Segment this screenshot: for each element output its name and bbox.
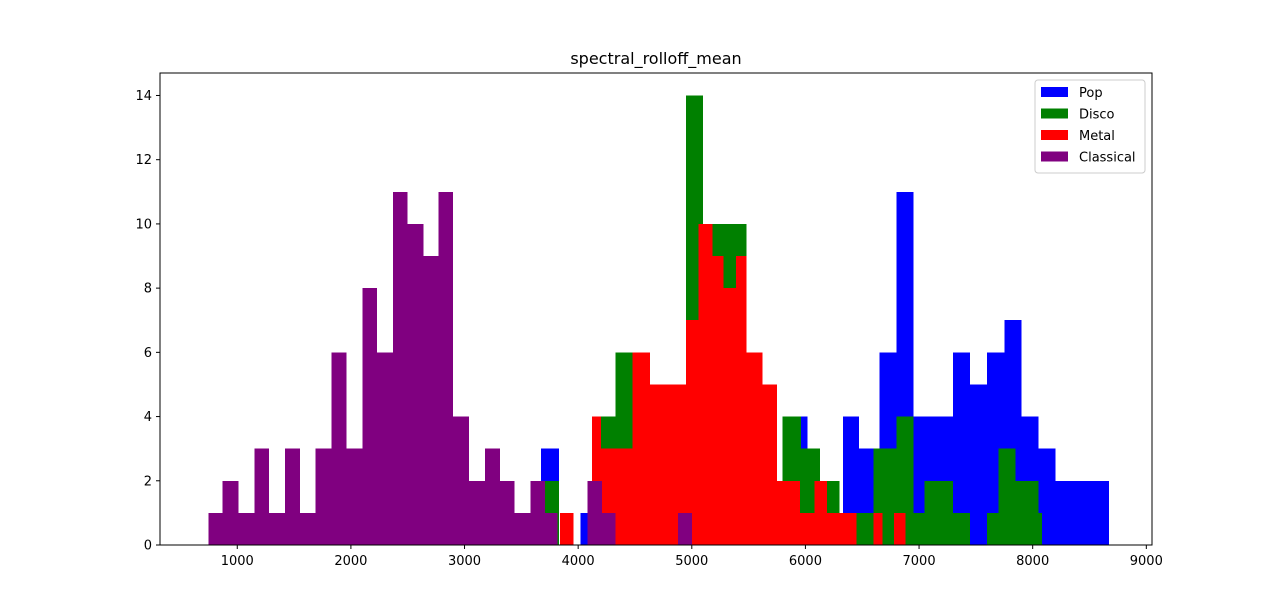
y-tick-label: 0 (144, 539, 152, 554)
x-tick-label: 5000 (675, 554, 708, 569)
x-tick-label: 2000 (334, 554, 367, 569)
bar-metal-19 (894, 512, 906, 545)
bar-classical-14 (423, 256, 439, 545)
bar-pop-9 (970, 384, 988, 545)
x-tick-label: 7000 (903, 554, 936, 569)
bar-metal-0 (559, 512, 574, 545)
bar-metal-16 (827, 512, 840, 545)
bar-classical-1 (222, 480, 239, 545)
legend-swatch-pop (1041, 87, 1068, 97)
legend-swatch-disco (1041, 108, 1068, 119)
bar-metal-4 (649, 384, 670, 545)
plot-frame (159, 72, 1153, 546)
bars-layer (208, 95, 1109, 546)
chart-title: spectral_rolloff_mean (570, 49, 741, 69)
bar-metal-10 (736, 256, 747, 545)
bar-metal-9 (723, 288, 737, 545)
bar-classical-2 (238, 512, 255, 545)
bar-pop-8 (953, 352, 971, 545)
y-tick-label: 12 (135, 153, 152, 168)
x-tick-label: 1000 (221, 554, 254, 569)
legend-label-classical: Classical (1079, 151, 1136, 166)
bar-pop-13 (1038, 448, 1056, 545)
bar-classical-10 (362, 288, 378, 545)
x-tick-label: 9000 (1130, 554, 1163, 569)
bar-classical-18 (484, 448, 500, 545)
bar-metal-18 (873, 512, 883, 545)
x-tick-label: 6000 (789, 554, 822, 569)
legend-box (1034, 79, 1146, 174)
bar-classical-16 (453, 416, 470, 545)
bar-disco-16 (924, 480, 954, 545)
bar-classical-25 (678, 512, 692, 545)
bar-classical-12 (392, 191, 408, 546)
bar-classical-21 (530, 480, 546, 545)
bar-metal-12 (762, 384, 778, 545)
series-metal (559, 223, 906, 545)
x-tick-label: 3000 (448, 554, 481, 569)
bar-metal-15 (814, 480, 828, 545)
y-tick-label: 2 (144, 474, 152, 489)
x-tick-label: 4000 (562, 554, 595, 569)
bar-metal-14 (799, 512, 815, 545)
bar-metal-8 (712, 256, 724, 545)
bar-classical-9 (346, 448, 363, 545)
bar-metal-11 (746, 352, 763, 545)
bar-disco-15 (913, 512, 925, 545)
y-tick-label: 14 (135, 89, 152, 104)
legend-label-pop: Pop (1079, 86, 1103, 101)
bar-classical-20 (514, 512, 531, 545)
bar-metal-17 (839, 512, 857, 545)
bar-disco-21 (1038, 512, 1042, 545)
bar-classical-0 (208, 512, 223, 545)
bar-classical-15 (438, 191, 454, 546)
bar-classical-5 (284, 448, 300, 545)
y-tick-label: 6 (144, 346, 152, 361)
y-tick-label: 4 (144, 410, 152, 425)
bar-disco-12 (856, 512, 874, 545)
bar-metal-7 (698, 223, 713, 545)
legend-swatch-metal (1041, 130, 1068, 140)
bar-classical-22 (545, 512, 558, 545)
bar-classical-3 (254, 448, 270, 545)
y-tick-label: 10 (135, 217, 152, 232)
bar-metal-5 (669, 384, 687, 545)
legend-label-metal: Metal (1079, 129, 1115, 144)
x-tick-label: 8000 (1016, 554, 1049, 569)
bar-classical-4 (269, 512, 285, 545)
bar-classical-6 (299, 512, 316, 545)
bar-disco-20 (1015, 480, 1039, 545)
bar-classical-13 (407, 223, 424, 545)
bar-disco-19 (998, 448, 1016, 545)
legend-swatch-classical (1041, 151, 1068, 162)
bar-metal-3 (632, 352, 650, 545)
bar-metal-6 (686, 320, 699, 545)
bar-metal-13 (777, 480, 800, 545)
legend: Pop Disco Metal Classical (1034, 79, 1146, 174)
bar-classical-7 (315, 448, 332, 545)
bar-pop-1 (580, 512, 590, 545)
bar-classical-23 (587, 480, 603, 545)
legend-label-disco: Disco (1079, 108, 1115, 123)
bar-disco-17 (953, 512, 971, 545)
bar-classical-19 (499, 480, 515, 545)
bar-classical-17 (469, 480, 485, 545)
bar-pop-14 (1055, 480, 1109, 545)
series-classical (208, 191, 692, 546)
y-tick-label: 8 (144, 282, 152, 297)
bar-classical-8 (331, 352, 347, 545)
axes-layer: 1000 2000 3000 4000 5000 6000 7000 8000 9000 0 2 4 6… (135, 72, 1163, 569)
bar-classical-24 (602, 512, 616, 545)
bar-classical-11 (377, 352, 393, 545)
bar-disco-18 (987, 512, 999, 545)
